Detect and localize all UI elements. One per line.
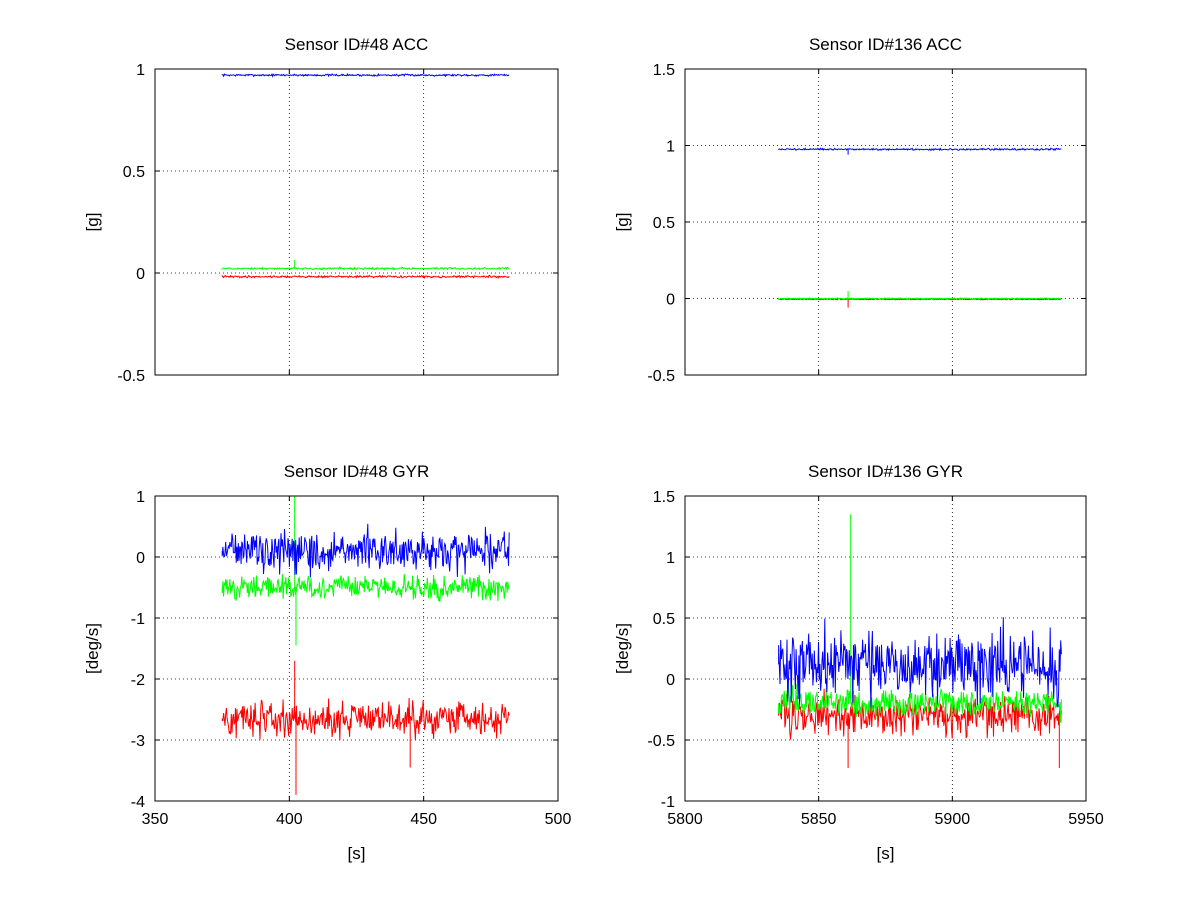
x-tick-label: 5900 bbox=[935, 811, 971, 828]
y-tick-label: -2 bbox=[131, 672, 145, 689]
series-line-2 bbox=[221, 259, 510, 271]
y-tick-label: 1 bbox=[666, 550, 675, 567]
y-axis-label: [g] bbox=[83, 213, 102, 232]
axes-box bbox=[154, 495, 559, 802]
y-tick-label: 0.5 bbox=[123, 164, 145, 181]
chart-title: Sensor ID#48 ACC bbox=[285, 35, 429, 54]
y-tick-label: 0 bbox=[666, 292, 675, 309]
y-axis-label: [deg/s] bbox=[613, 623, 632, 674]
series-line-3 bbox=[221, 274, 510, 280]
series-line-3 bbox=[778, 290, 1062, 300]
chart-title: Sensor ID#136 ACC bbox=[809, 35, 962, 54]
y-tick-label: -0.5 bbox=[647, 733, 675, 750]
x-tick-label: 450 bbox=[410, 811, 437, 828]
x-tick-label: 350 bbox=[142, 811, 169, 828]
chart-panel-2: -0.5 0 0.5 1 1.5 Sensor ID#136 ACC [g] bbox=[613, 35, 1087, 385]
axes-box bbox=[154, 68, 559, 376]
chart-panel-4: 5800 5850 5900 5950 -1 -0.5 0 0.5 1 1.5 Sensor ID#… bbox=[613, 462, 1104, 863]
series-line-3 bbox=[778, 617, 1062, 708]
chart-title: Sensor ID#136 GYR bbox=[808, 462, 963, 481]
y-tick-label: 0.5 bbox=[653, 215, 675, 232]
chart-panel-3: 350 400 450 500 -4 -3 -2 -1 0 1 Sensor ID#48 GYR [d… bbox=[83, 462, 571, 863]
y-tick-label: -0.5 bbox=[117, 368, 145, 385]
series-line-1 bbox=[221, 72, 510, 78]
series-line-3 bbox=[221, 660, 510, 795]
y-tick-label: 1 bbox=[136, 62, 145, 79]
y-tick-label: 1 bbox=[136, 489, 145, 506]
y-tick-label: -4 bbox=[131, 794, 145, 811]
x-axis-label: [s] bbox=[877, 844, 895, 863]
y-tick-label: 0 bbox=[666, 672, 675, 689]
chart-title: Sensor ID#48 GYR bbox=[284, 462, 430, 481]
series-line-2 bbox=[778, 514, 1062, 723]
y-tick-label: 0.5 bbox=[653, 611, 675, 628]
x-tick-label: 500 bbox=[545, 811, 572, 828]
y-tick-label: 1 bbox=[666, 139, 675, 156]
x-tick-label: 5800 bbox=[667, 811, 703, 828]
x-tick-label: 400 bbox=[276, 811, 303, 828]
chart-panel-1: -0.5 0 0.5 1 Sensor ID#48 ACC [g] bbox=[83, 35, 559, 385]
x-tick-label: 5950 bbox=[1068, 811, 1104, 828]
y-tick-label: 1.5 bbox=[653, 62, 675, 79]
x-axis-label: [s] bbox=[348, 844, 366, 863]
y-tick-label: 0 bbox=[136, 266, 145, 283]
y-tick-label: 0 bbox=[136, 550, 145, 567]
series-line-1 bbox=[778, 147, 1062, 155]
y-axis-label: [g] bbox=[613, 213, 632, 232]
y-tick-label: -0.5 bbox=[647, 368, 675, 385]
y-tick-label: -1 bbox=[661, 794, 675, 811]
y-tick-label: -3 bbox=[131, 733, 145, 750]
y-axis-label: [deg/s] bbox=[83, 623, 102, 674]
axes-box bbox=[684, 495, 1087, 802]
y-tick-label: 1.5 bbox=[653, 489, 675, 506]
y-tick-label: -1 bbox=[131, 611, 145, 628]
series-line-2 bbox=[221, 523, 510, 578]
x-tick-label: 5850 bbox=[801, 811, 837, 828]
